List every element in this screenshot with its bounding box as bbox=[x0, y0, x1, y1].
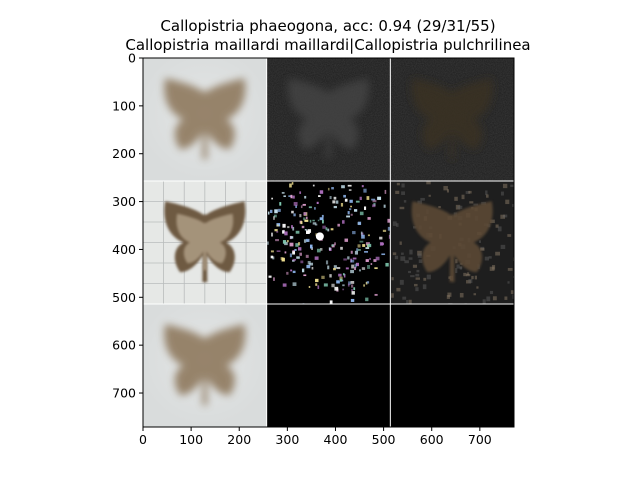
y-tick-label: 700 bbox=[112, 386, 136, 401]
image-tile-0-1 bbox=[266, 58, 391, 181]
x-tick-label: 200 bbox=[227, 432, 251, 447]
y-tick-label: 500 bbox=[112, 290, 136, 305]
image-tile-1-2 bbox=[390, 181, 514, 306]
attribution-hotspot bbox=[315, 232, 324, 241]
y-axis: 0 100 200 300 400 500 600 700 bbox=[112, 51, 143, 401]
y-tick-label: 300 bbox=[112, 194, 136, 209]
y-tick-label: 100 bbox=[112, 98, 136, 113]
x-tick-label: 0 bbox=[139, 432, 147, 447]
image-tile-0-0 bbox=[143, 58, 267, 181]
panel-separators bbox=[143, 58, 514, 427]
image-tile-2-2 bbox=[390, 304, 514, 427]
image-grid bbox=[143, 58, 514, 427]
image-tile-1-0 bbox=[143, 181, 267, 304]
y-tick-label: 0 bbox=[128, 51, 136, 66]
chart-title: Callopistria phaeogona, acc: 0.94 (29/31… bbox=[160, 17, 495, 35]
x-tick-label: 600 bbox=[420, 432, 444, 447]
x-axis: 0 100 200 300 400 500 600 700 bbox=[139, 427, 492, 447]
image-tile-2-1 bbox=[266, 304, 391, 427]
image-tile-0-2 bbox=[390, 58, 514, 181]
axes-frame bbox=[142, 57, 515, 428]
chart-subtitle: Callopistria maillardi maillardi|Callopi… bbox=[125, 36, 530, 54]
image-tile-1-1 bbox=[266, 181, 393, 306]
x-tick-label: 500 bbox=[372, 432, 396, 447]
x-tick-label: 700 bbox=[468, 432, 492, 447]
x-tick-label: 400 bbox=[324, 432, 348, 447]
x-tick-label: 300 bbox=[275, 432, 299, 447]
image-tile-2-0 bbox=[143, 304, 267, 427]
y-tick-label: 600 bbox=[112, 338, 136, 353]
y-tick-label: 400 bbox=[112, 242, 136, 257]
x-tick-label: 100 bbox=[179, 432, 203, 447]
y-tick-label: 200 bbox=[112, 146, 136, 161]
